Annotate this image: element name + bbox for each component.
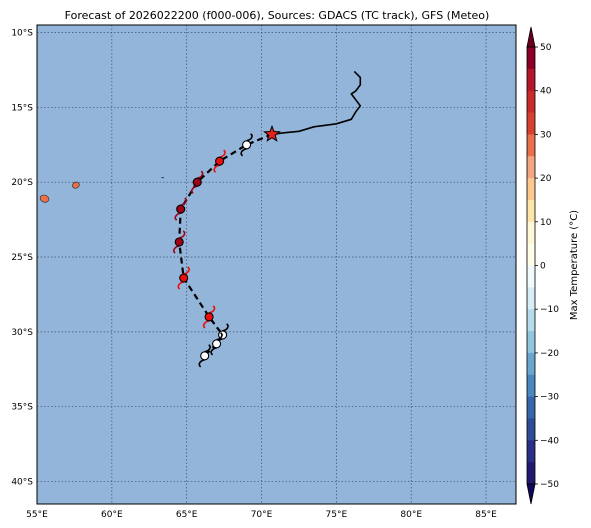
lon-tick-label: 75°E [326, 510, 348, 520]
colorbar-band [527, 112, 535, 135]
colorbar-band [527, 352, 535, 376]
tropical-cyclone-icon [177, 266, 190, 290]
lon-tick-label: 80°E [400, 510, 422, 520]
tropical-cyclone-icon [198, 344, 211, 368]
colorbar-tick-label: 50 [540, 43, 552, 53]
colorbar-band [527, 396, 535, 419]
colorbar-band [527, 47, 535, 70]
tropical-cyclone-icon [210, 332, 223, 356]
colorbar-band [527, 243, 535, 266]
colorbar-tick-label: 20 [540, 174, 552, 184]
colorbar-band [527, 440, 535, 463]
colorbar-band [527, 221, 535, 245]
storm-symbols [173, 124, 281, 368]
colorbar-tick-label: −30 [540, 393, 559, 403]
graticule-grid [37, 25, 516, 504]
colorbar-extend-max [526, 26, 536, 48]
colorbar-band [527, 418, 535, 441]
colorbar-band [527, 287, 535, 310]
tropical-cyclone-icon [202, 305, 216, 329]
colorbar-tick-label: −10 [540, 305, 559, 315]
colorbar-tick-label: −40 [540, 436, 559, 446]
colorbar-tick-label: 0 [540, 262, 546, 272]
tropical-cyclone-icon [174, 197, 187, 221]
colorbar-tick-label: 10 [540, 218, 552, 228]
lat-tick-label: 15°S [11, 103, 33, 113]
colorbar-band [527, 265, 535, 288]
map-frame [36, 24, 517, 505]
island-shapes [39, 177, 165, 203]
figure-title: Forecast of 2026022200 (f000-006), Sourc… [65, 9, 490, 22]
colorbar-band [527, 374, 535, 397]
lat-tick-label: 10°S [11, 28, 33, 38]
colorbar-extend-min [526, 483, 536, 505]
lat-tick-label: 40°S [11, 478, 33, 488]
colorbar-tick-label: −20 [540, 349, 559, 359]
colorbar-tick-label: 40 [540, 87, 552, 97]
lat-tick-label: 35°S [11, 403, 33, 413]
colorbar-band [527, 90, 535, 113]
tropical-cyclone-icon [173, 230, 186, 254]
past-track-line [271, 70, 362, 136]
lat-tick-label: 25°S [11, 253, 33, 263]
colorbar-band [527, 178, 535, 201]
lat-tick-label: 20°S [11, 178, 33, 188]
current-position-star-icon [263, 124, 281, 142]
lon-tick-label: 60°E [101, 510, 123, 520]
colorbar-band [527, 462, 535, 485]
colorbar-band [527, 68, 535, 92]
colorbar-band [527, 331, 535, 354]
tropical-cyclone-icon [240, 133, 253, 157]
ocean-background [37, 25, 516, 504]
map-axis-labels: 55°E 60°E 65°E 70°E 75°E 80°E 85°E 10°S 15°S 20°S… [11, 28, 497, 520]
colorbar-tick-label: 30 [540, 130, 552, 140]
tropical-cyclone-icon [213, 149, 226, 173]
colorbar-band [527, 134, 535, 157]
colorbar-band [527, 156, 535, 179]
lon-tick-label: 55°E [26, 510, 48, 520]
colorbar-label: Max Temperature (°C) [569, 210, 580, 320]
lon-tick-label: 70°E [251, 510, 273, 520]
temperature-colorbar: 50 40 30 20 10 0 −10 −20 −30 −40 −50 [526, 26, 559, 505]
colorbar-band [527, 309, 535, 332]
small-islet [161, 177, 165, 179]
colorbar-band [527, 199, 535, 223]
tropical-cyclone-icon [191, 170, 204, 194]
colorbar-tick-label: −50 [540, 480, 559, 490]
lon-tick-label: 65°E [176, 510, 198, 520]
lon-tick-label: 85°E [475, 510, 497, 520]
lat-tick-label: 30°S [11, 328, 33, 338]
island-shape [39, 194, 50, 203]
island-shape [72, 181, 80, 189]
